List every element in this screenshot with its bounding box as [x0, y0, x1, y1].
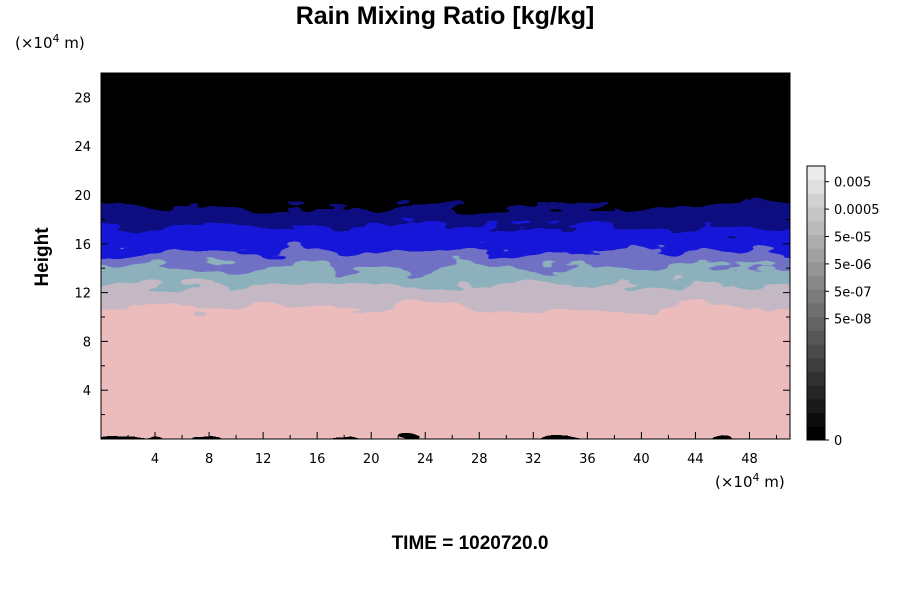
colorbar-label: 0.0005 [834, 203, 880, 218]
x-tick-label: 20 [363, 452, 380, 467]
field-bands [101, 73, 790, 439]
y-tick-label: 8 [83, 335, 91, 350]
x-tick-label: 24 [417, 452, 434, 467]
colorbar-segment [807, 207, 825, 222]
y-tick-label: 16 [74, 238, 91, 253]
colorbar-frame [806, 165, 826, 441]
x-tick-label: 32 [525, 452, 542, 467]
colorbar-segment [807, 303, 825, 318]
chart-title: Rain Mixing Ratio [kg/kg] [296, 2, 595, 30]
colorbar-segment [807, 385, 825, 400]
y-unit-label: (×104 m) [15, 32, 85, 52]
band-dark-blue-layer [101, 201, 790, 228]
band-teal-layer [101, 263, 790, 285]
y-tick-label: 4 [83, 384, 91, 399]
colorbar-label: 5e-08 [834, 313, 872, 328]
plot-frame [100, 72, 791, 440]
y-tick-label: 24 [74, 140, 91, 155]
colorbar-label: 5e-06 [834, 258, 872, 273]
x-tick-label: 16 [309, 452, 326, 467]
x-tick-label: 44 [687, 452, 704, 467]
colorbar-label: 5e-07 [834, 285, 872, 300]
colorbar: 0.005 0.0005 5e-05 5e-06 5e-07 5e-08 0 [806, 165, 880, 449]
colorbar-segment [807, 371, 825, 386]
x-tick-label: 4 [151, 452, 159, 467]
x-axis: 4 8 12 16 20 24 28 32 36 40 44 48 [127, 73, 777, 467]
x-tick-label: 12 [255, 452, 272, 467]
band-blue-layer [101, 223, 790, 252]
x-tick-label: 40 [633, 452, 650, 467]
colorbar-segment [807, 166, 825, 181]
colorbar-segment [807, 234, 825, 249]
colorbar-segment [807, 179, 825, 194]
band-top [101, 73, 790, 206]
x-tick-label: 8 [205, 452, 213, 467]
y-axis: 4 8 12 16 20 24 28 [74, 91, 790, 416]
colorbar-segment [807, 398, 825, 414]
colorbar-segment [807, 275, 825, 290]
colorbar-segment [807, 344, 825, 359]
plot-area [101, 73, 790, 439]
band-surface [101, 302, 790, 439]
colorbar-segment [807, 289, 825, 304]
colorbar-label: 0.005 [834, 176, 871, 191]
colorbar-segment [807, 193, 825, 208]
colorbar-label: 5e-05 [834, 231, 872, 246]
colorbar-segment [807, 357, 825, 372]
x-unit-label: (×104 m) [715, 471, 785, 491]
time-annotation: TIME = 1020720.0 [392, 533, 549, 554]
band-transition-gray [101, 280, 790, 307]
colorbar-segment [807, 330, 825, 345]
colorbar-segment [807, 426, 825, 441]
colorbar-segment [807, 261, 825, 277]
x-tick-label: 28 [471, 452, 488, 467]
y-axis-label: Height [32, 227, 53, 287]
y-tick-label: 12 [74, 287, 91, 302]
colorbar-segment [807, 316, 825, 331]
colorbar-label: 0 [834, 434, 842, 449]
y-tick-label: 20 [74, 189, 91, 204]
colorbar-segment [807, 248, 825, 263]
y-tick-label: 28 [74, 91, 91, 106]
band-purple-layer [101, 247, 790, 268]
x-tick-label: 48 [741, 452, 758, 467]
colorbar-segment [807, 412, 825, 427]
colorbar-segment [807, 220, 825, 235]
x-tick-label: 36 [579, 452, 596, 467]
